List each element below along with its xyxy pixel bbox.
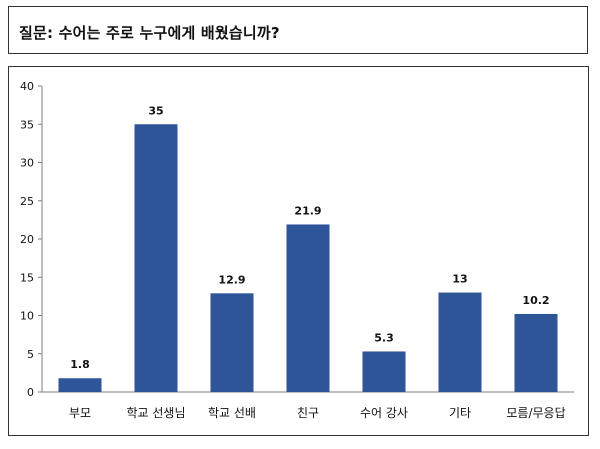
x-category-label: 학교 선배 — [208, 406, 256, 420]
chart-frame: 0 5 10 15 20 25 30 35 40 1.8 35 12.9 21.9 5.3 13 10.2 … — [8, 66, 589, 436]
bar-value-label: 13 — [452, 273, 467, 286]
x-axis-labels: 부모 학교 선생님 학교 선배 친구 수어 강사 기타 모름/무응답 — [69, 406, 566, 420]
x-category-label: 부모 — [69, 406, 91, 420]
bar — [134, 124, 178, 392]
y-tick-label: 10 — [20, 310, 34, 323]
bar-value-label: 1.8 — [70, 358, 90, 371]
question-text: 질문: 수어는 주로 누구에게 배웠습니까? — [19, 24, 280, 42]
y-tick-label: 20 — [20, 233, 34, 246]
bar — [286, 224, 330, 392]
bar-value-label: 21.9 — [294, 204, 321, 217]
y-tick-label: 30 — [20, 157, 34, 170]
x-category-label: 친구 — [297, 406, 319, 420]
bar — [210, 293, 254, 392]
x-category-label: 수어 강사 — [360, 406, 408, 420]
x-category-label: 학교 선생님 — [126, 406, 185, 420]
y-tick-label: 0 — [27, 386, 34, 399]
question-box: 질문: 수어는 주로 누구에게 배웠습니까? — [8, 6, 588, 54]
y-tick-label: 5 — [27, 348, 34, 361]
y-tick-label: 15 — [20, 271, 34, 284]
value-labels: 1.8 35 12.9 21.9 5.3 13 10.2 — [70, 104, 549, 371]
x-category-label: 모름/무응답 — [506, 406, 565, 420]
bar — [58, 378, 102, 392]
y-tick-label: 40 — [20, 80, 34, 93]
bar — [362, 351, 406, 392]
bar-series — [58, 124, 558, 392]
y-tick-label: 35 — [20, 118, 34, 131]
bar-value-label: 35 — [148, 104, 163, 117]
y-tick-label: 25 — [20, 195, 34, 208]
x-category-label: 기타 — [449, 406, 471, 420]
bar-value-label: 10.2 — [522, 294, 549, 307]
bar-value-label: 12.9 — [218, 273, 245, 286]
bar-value-label: 5.3 — [374, 331, 394, 344]
y-axis-ticks: 0 5 10 15 20 25 30 35 40 — [20, 80, 42, 399]
bar — [514, 313, 558, 392]
bar — [438, 292, 482, 392]
